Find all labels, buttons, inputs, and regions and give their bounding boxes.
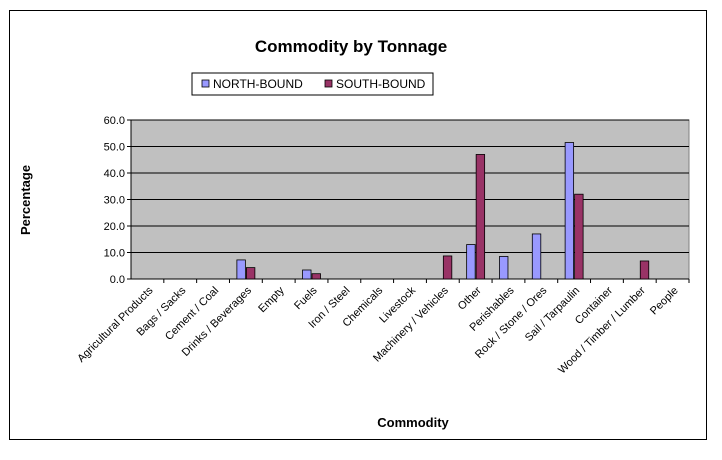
- bar-north: [531, 233, 542, 280]
- y-tick-label: 10.0: [104, 248, 125, 260]
- bar-south: [574, 193, 584, 280]
- y-tick-label: 30.0: [104, 195, 125, 207]
- y-tick-label: 60.0: [104, 115, 125, 127]
- x-tick-label: Other: [456, 284, 484, 312]
- bar-south: [639, 260, 650, 280]
- legend-swatch-north: [201, 79, 210, 88]
- y-axis-title: Percentage: [18, 165, 33, 235]
- legend-label-south: SOUTH-BOUND: [336, 77, 426, 91]
- legend: NORTH-BOUND SOUTH-BOUND: [191, 72, 434, 96]
- x-tick-label: Empty: [256, 284, 287, 315]
- bar-north: [499, 256, 509, 280]
- y-tick-label: 50.0: [104, 142, 125, 154]
- bar-north: [564, 142, 575, 280]
- bar-south: [475, 154, 486, 280]
- plot-area: 0.010.020.030.040.050.060.0Agricultural …: [75, 115, 690, 376]
- bar-north: [236, 259, 246, 280]
- bar-south: [442, 255, 453, 280]
- bar-south: [311, 273, 321, 280]
- y-tick-label: 20.0: [104, 221, 125, 233]
- legend-box: [191, 72, 434, 96]
- bar-north: [466, 244, 476, 280]
- bar-north: [302, 269, 312, 280]
- y-tick-label: 0.0: [110, 274, 125, 286]
- legend-swatch-south: [324, 79, 333, 88]
- y-tick-label: 40.0: [104, 168, 125, 180]
- bar-south: [245, 267, 256, 280]
- chart-title: Commodity by Tonnage: [255, 37, 447, 56]
- x-tick-label: Fuels: [292, 284, 320, 312]
- x-axis-title: Commodity: [377, 415, 449, 430]
- legend-label-north: NORTH-BOUND: [213, 77, 303, 91]
- x-tick-label: People: [648, 285, 681, 318]
